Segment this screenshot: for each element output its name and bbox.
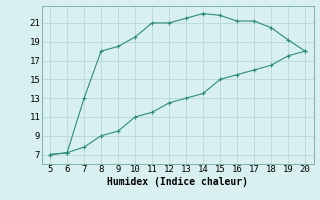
X-axis label: Humidex (Indice chaleur): Humidex (Indice chaleur) [107,177,248,187]
